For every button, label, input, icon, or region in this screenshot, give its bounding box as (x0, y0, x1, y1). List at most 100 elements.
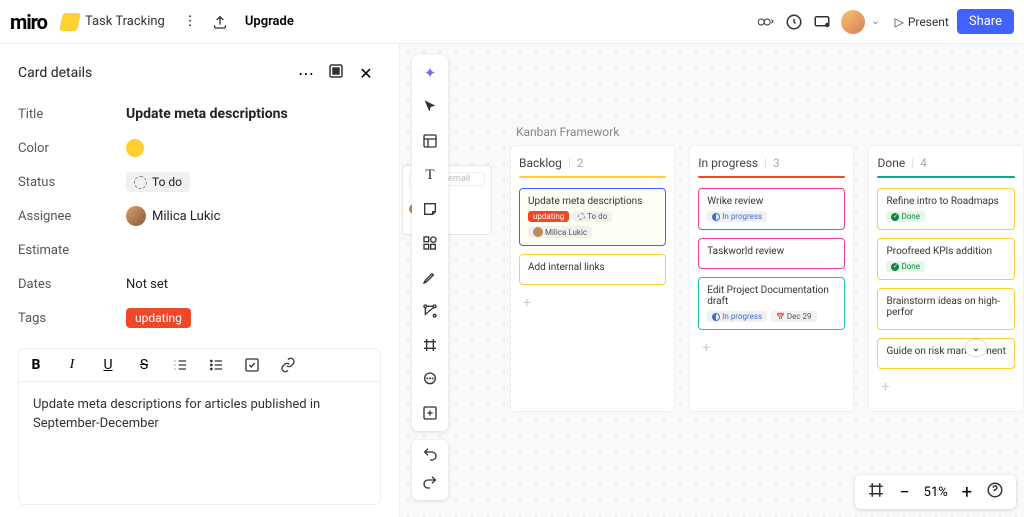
panel-title: Card details (18, 65, 291, 81)
share-button[interactable]: Share (957, 9, 1014, 34)
zoom-bar: − 51% + (855, 475, 1016, 509)
column-divider: | (764, 156, 767, 170)
card-title: Refine intro to Roadmaps (886, 196, 1006, 207)
ai-icon[interactable]: ✦ (418, 61, 442, 85)
add-card-button[interactable]: + (877, 377, 1015, 397)
cursor-icon[interactable] (418, 95, 442, 119)
add-icon[interactable] (418, 401, 442, 425)
panel-cardview-icon[interactable] (321, 62, 351, 84)
card-tag: updating (528, 211, 569, 222)
kebab-icon: ⋮ (181, 13, 199, 31)
present-button[interactable]: ▷ Present (895, 15, 949, 29)
kanban-card[interactable]: Wrike review In progress (698, 188, 845, 230)
screen-icon[interactable] (813, 13, 831, 31)
column-count: 3 (773, 156, 780, 170)
kanban-card[interactable]: Guide on risk management (877, 338, 1015, 369)
export-button[interactable] (205, 9, 235, 35)
tools-toolbar: ✦ T (412, 55, 448, 431)
checklist-icon[interactable] (243, 357, 261, 373)
kanban-card[interactable]: Brainstorm ideas on high-perfor (877, 288, 1015, 330)
card-title: Taskworld review (707, 246, 836, 257)
column-accent-line (877, 176, 1015, 178)
panel-more-icon[interactable]: ⋯ (291, 64, 321, 83)
column-name: In progress (698, 156, 758, 170)
kanban-frame: Kanban Framework Backlog | 2 Update meta … (510, 125, 1024, 412)
connector-icon[interactable] (418, 299, 442, 323)
fit-icon[interactable] (867, 481, 885, 503)
sticky-icon[interactable] (418, 197, 442, 221)
pen-icon[interactable] (418, 265, 442, 289)
underline-icon[interactable]: U (99, 357, 117, 373)
avatar-chevron-icon[interactable]: ⌄ (867, 13, 885, 31)
italic-icon[interactable]: I (63, 357, 81, 373)
status-pill[interactable]: To do (126, 172, 190, 192)
kanban-card[interactable]: Edit Project Documentation draft In prog… (698, 277, 845, 330)
play-icon: ▷ (895, 15, 904, 29)
kanban-column: Backlog | 2 Update meta descriptionsupdat… (510, 145, 675, 412)
frame-icon[interactable] (418, 333, 442, 357)
kanban-card[interactable]: Refine intro to Roadmaps ✓ Done (877, 188, 1015, 230)
card-tag: Milica Lukic (528, 226, 592, 238)
card-title: Edit Project Documentation draft (707, 285, 836, 307)
user-avatar[interactable] (841, 10, 865, 34)
card-meta: In progress📅 Dec 29 (707, 311, 836, 322)
column-header[interactable]: Done | 4 (877, 156, 1015, 170)
card-title: Guide on risk management (886, 346, 1006, 357)
card-tag: To do (573, 211, 612, 222)
dates-value[interactable]: Not set (126, 277, 168, 292)
ordered-list-icon[interactable] (171, 357, 189, 373)
close-icon[interactable]: ✕ (351, 64, 381, 83)
kanban-card[interactable]: Update meta descriptionsupdating To do M… (519, 188, 666, 246)
column-header[interactable]: In progress | 3 (698, 156, 845, 170)
color-swatch[interactable] (126, 139, 144, 157)
assignee-name: Milica Lukic (152, 209, 220, 224)
tag-pill[interactable]: updating (126, 308, 191, 328)
upgrade-link[interactable]: Upgrade (245, 14, 294, 29)
field-label-title: Title (18, 107, 126, 122)
column-divider: | (911, 156, 914, 170)
kanban-column: In progress | 3 Wrike review In progress T… (689, 145, 854, 412)
add-card-button[interactable]: + (698, 338, 845, 358)
board-color-icon (59, 13, 81, 31)
comment-icon[interactable] (418, 367, 442, 391)
board-menu-button[interactable]: ⋮ (175, 9, 205, 35)
description-editor[interactable]: Update meta descriptions for articles pu… (18, 381, 381, 505)
frame-title[interactable]: Kanban Framework (516, 125, 1024, 139)
reactions-icon[interactable] (757, 13, 775, 31)
board-name[interactable]: Task Tracking (85, 14, 165, 29)
column-accent-line (519, 176, 666, 178)
zoom-in-button[interactable]: + (962, 482, 972, 503)
text-icon[interactable]: T (418, 163, 442, 187)
card-title: Add internal links (528, 262, 657, 273)
kanban-card[interactable]: Add internal links (519, 254, 666, 285)
assignee-avatar-icon (126, 206, 146, 226)
field-label-color: Color (18, 141, 126, 156)
top-header: miro Task Tracking ⋮ Upgrade ⌄ ▷ Present… (0, 0, 1024, 44)
kanban-card[interactable]: Taskworld review (698, 238, 845, 269)
card-details-panel: Card details ⋯ ✕ Title Update meta descr… (0, 44, 400, 517)
redo-icon[interactable] (422, 474, 438, 494)
undo-icon[interactable] (422, 446, 438, 466)
link-icon[interactable] (279, 357, 297, 373)
add-card-button[interactable]: + (519, 293, 666, 313)
bold-icon[interactable]: B (27, 357, 45, 373)
column-name: Backlog (519, 156, 562, 170)
miro-logo: miro (10, 10, 47, 34)
timer-icon[interactable] (785, 13, 803, 31)
field-value-title[interactable]: Update meta descriptions (126, 106, 288, 122)
field-label-assignee: Assignee (18, 209, 126, 224)
card-tag: ✓ Done (886, 211, 924, 222)
strike-icon[interactable]: S (135, 357, 153, 373)
help-icon[interactable] (986, 481, 1004, 503)
zoom-level[interactable]: 51% (924, 485, 948, 500)
zoom-out-button[interactable]: − (899, 482, 909, 503)
kanban-card[interactable]: Proofreed KPIs addition✓ Done (877, 238, 1015, 280)
assignee-value[interactable]: Milica Lukic (126, 206, 220, 226)
column-divider: | (568, 156, 571, 170)
template-icon[interactable] (418, 129, 442, 153)
shapes-icon[interactable] (418, 231, 442, 255)
status-text: To do (152, 175, 182, 189)
bullet-list-icon[interactable] (207, 357, 225, 373)
column-header[interactable]: Backlog | 2 (519, 156, 666, 170)
card-expand-chevron[interactable]: ⌄ (965, 339, 987, 357)
